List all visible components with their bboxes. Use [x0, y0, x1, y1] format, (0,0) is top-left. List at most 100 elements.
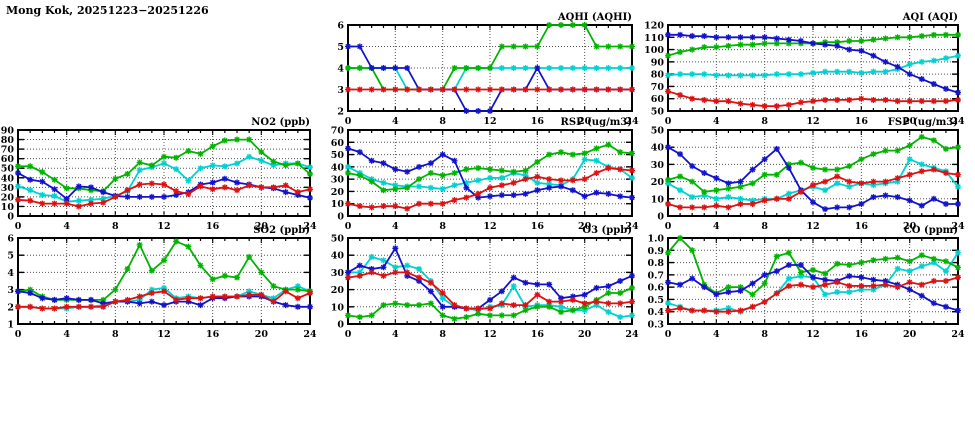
chart-title: RSP (ug/m3) [561, 117, 632, 128]
page-title: Mong Kok, 20251223−20251226 [6, 4, 209, 17]
y-tick-label: 80 [1, 135, 15, 146]
chart-aqhi: 2 3 4 5 6 0 4 8 12 16 20 24 AQHI (AQHI) [337, 12, 639, 127]
plot-border [347, 237, 633, 325]
y-tick-label: 70 [651, 82, 665, 93]
y-tick-label: 0 [7, 212, 14, 223]
y-tick-label: 120 [644, 21, 664, 32]
chart-title: SO2 (ppb) [253, 225, 310, 236]
x-tick-label: 12 [157, 329, 170, 340]
x-tick-label: 16 [855, 116, 869, 127]
x-tick-label: 20 [903, 329, 917, 340]
y-tick-label: 50 [331, 150, 345, 161]
x-tick-label: 20 [578, 221, 592, 232]
red-series-markers [345, 86, 635, 93]
green-series-markers [345, 284, 635, 322]
x-tick-label: 24 [303, 329, 317, 340]
x-tick-label: 4 [392, 221, 399, 232]
x-tick-label: 0 [665, 116, 672, 127]
y-tick-label: 90 [1, 126, 15, 137]
x-tick-label: 8 [439, 116, 446, 127]
y-tick-label: 0.9 [647, 246, 664, 257]
y-tick-label: 30 [331, 175, 345, 186]
y-tick-label: 70 [1, 145, 15, 156]
y-tick-label: 3 [337, 85, 344, 96]
x-tick-label: 16 [531, 221, 545, 232]
y-tick-label: 10 [331, 302, 345, 313]
y-tick-label: 30 [651, 160, 665, 171]
y-tick-label: 20 [1, 192, 15, 203]
y-tick-label: 3 [7, 285, 14, 296]
y-tick-label: 50 [331, 234, 345, 245]
x-tick-label: 0 [345, 116, 352, 127]
x-tick-label: 4 [713, 116, 720, 127]
y-tick-label: 60 [1, 154, 15, 165]
red-series-markers [665, 274, 961, 315]
red-series-markers [345, 165, 635, 212]
x-tick-label: 20 [903, 221, 917, 232]
x-tick-label: 0 [665, 221, 672, 232]
x-tick-label: 24 [625, 116, 639, 127]
chart-title: NO2 (ppb) [251, 117, 310, 128]
plot-border [17, 237, 311, 325]
x-tick-label: 12 [483, 221, 496, 232]
red-series-markers [15, 180, 313, 210]
chart-title: CO (ppm) [904, 225, 958, 236]
blue-series-markers [345, 145, 635, 201]
y-tick-label: 0.7 [647, 270, 664, 281]
y-tick-label: 2 [337, 107, 344, 118]
x-tick-label: 4 [713, 329, 720, 340]
x-tick-label: 20 [578, 329, 592, 340]
x-tick-label: 24 [951, 221, 965, 232]
y-tick-label: 40 [331, 162, 345, 173]
x-tick-label: 12 [806, 329, 819, 340]
green-series-markers [665, 133, 961, 195]
x-tick-label: 16 [531, 116, 545, 127]
y-tick-label: 70 [331, 126, 345, 137]
y-tick-label: 10 [331, 199, 345, 210]
blue-series-markers [665, 31, 961, 96]
y-tick-label: 0.8 [647, 258, 664, 269]
x-tick-label: 4 [392, 329, 399, 340]
chart-title: AQHI (AQHI) [557, 12, 632, 23]
chart-title: O3 (ppb) [582, 225, 632, 236]
x-tick-label: 8 [439, 221, 446, 232]
cyan-series-line [667, 252, 959, 313]
x-tick-label: 12 [157, 221, 170, 232]
red-series-line [667, 276, 959, 313]
x-tick-label: 12 [483, 329, 496, 340]
y-tick-label: 20 [331, 187, 345, 198]
y-tick-label: 0 [337, 320, 344, 331]
x-tick-label: 16 [531, 329, 545, 340]
y-tick-label: 80 [651, 70, 665, 81]
green-series-markers [665, 235, 961, 298]
green-series-markers [345, 141, 635, 194]
y-tick-label: 5 [7, 251, 14, 262]
y-tick-label: 10 [651, 194, 665, 205]
y-tick-label: 30 [331, 268, 345, 279]
y-tick-label: 60 [331, 138, 345, 149]
x-tick-label: 4 [63, 329, 70, 340]
y-tick-label: 1.0 [647, 234, 664, 245]
y-tick-label: 20 [651, 177, 665, 188]
x-tick-label: 16 [855, 221, 869, 232]
red-series-markers [665, 88, 961, 110]
x-tick-label: 24 [303, 221, 317, 232]
x-tick-label: 12 [806, 116, 819, 127]
x-tick-label: 0 [15, 329, 22, 340]
y-tick-label: 6 [7, 234, 14, 245]
y-tick-label: 4 [337, 64, 344, 75]
x-tick-label: 8 [439, 329, 446, 340]
y-tick-label: 20 [331, 285, 345, 296]
y-tick-label: 0.5 [647, 295, 664, 306]
y-tick-label: 1 [7, 320, 14, 331]
y-tick-label: 0.6 [647, 283, 664, 294]
x-tick-label: 16 [206, 329, 220, 340]
x-tick-label: 24 [951, 329, 965, 340]
x-tick-label: 20 [903, 116, 917, 127]
x-tick-label: 24 [951, 116, 965, 127]
y-tick-label: 60 [651, 94, 665, 105]
